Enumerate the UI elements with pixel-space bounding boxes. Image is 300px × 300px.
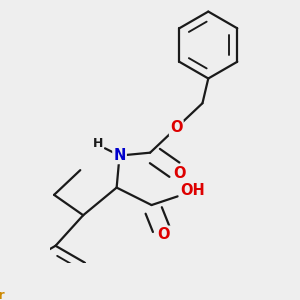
Text: O: O (170, 120, 182, 135)
Text: Br: Br (0, 290, 5, 300)
Text: H: H (92, 137, 103, 151)
Text: O: O (173, 166, 185, 181)
Text: O: O (157, 226, 169, 242)
Text: N: N (113, 148, 126, 163)
Text: OH: OH (180, 183, 205, 198)
